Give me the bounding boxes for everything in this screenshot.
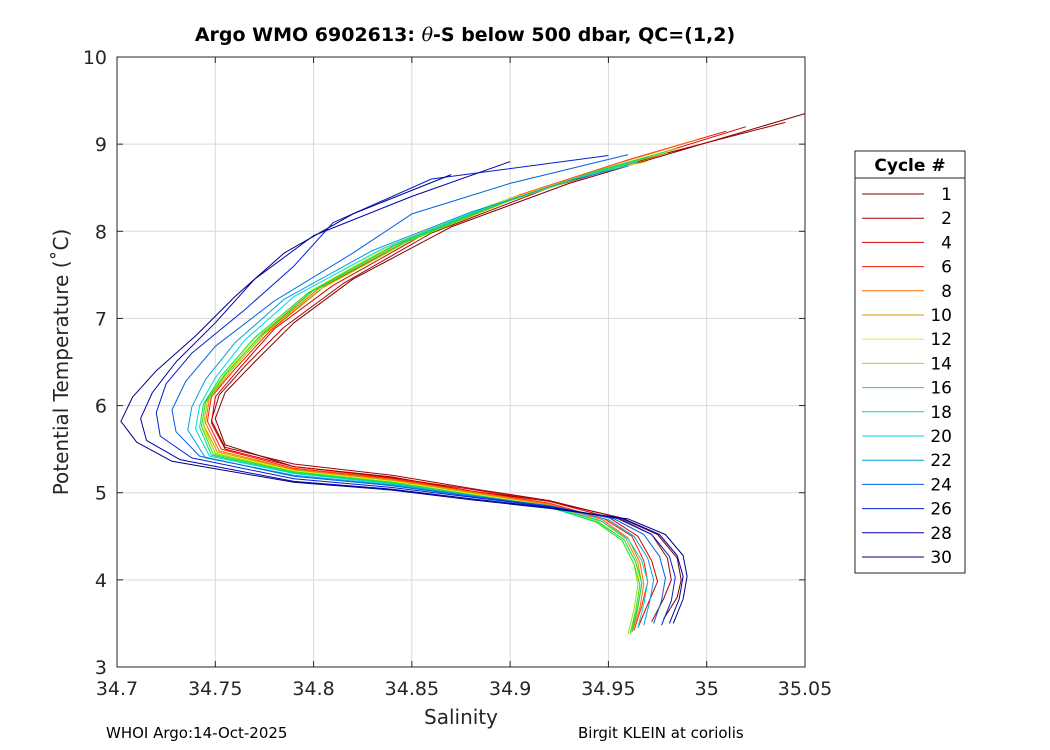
x-tick-label: 34.75 (188, 678, 242, 700)
x-tick-label: 34.95 (581, 678, 635, 700)
x-tick-label: 34.7 (96, 678, 138, 700)
legend-label: 6 (941, 258, 952, 278)
legend-label: 28 (930, 524, 952, 544)
legend-label: 10 (930, 306, 952, 326)
x-tick-label: 34.8 (292, 678, 334, 700)
x-tick-label: 34.85 (385, 678, 439, 700)
legend-box (854, 150, 966, 574)
y-tick-label: 4 (95, 570, 107, 592)
y-tick-label: 9 (95, 134, 107, 156)
y-tick-label: 3 (95, 657, 107, 679)
series-line-cycle-2 (210, 121, 786, 622)
series-lines (120, 113, 806, 635)
x-tick-label: 34.9 (489, 678, 531, 700)
y-tick-label: 10 (83, 47, 107, 69)
series-line-cycle-30 (120, 174, 688, 624)
x-tick-label: 35.05 (778, 678, 832, 700)
series-line-cycle-8 (205, 139, 698, 633)
y-axis-label: Potential Temperature (˚C) (49, 229, 73, 496)
series-line-cycle-16 (201, 150, 668, 635)
legend-label: 2 (941, 209, 952, 229)
y-tick-label: 6 (95, 396, 107, 418)
series-line-cycle-14 (203, 148, 678, 635)
legend-label: 26 (930, 500, 952, 520)
legend-label: 14 (930, 354, 952, 374)
y-tick-label: 8 (95, 221, 107, 243)
x-axis-label: Salinity (424, 705, 498, 729)
legend-label: 16 (930, 379, 952, 399)
legend-label: 30 (930, 548, 952, 568)
legend-label: 20 (930, 427, 952, 447)
legend-label: 8 (941, 282, 952, 302)
series-line-cycle-10 (203, 152, 668, 633)
legend-label: 12 (930, 330, 952, 350)
plot-frame (116, 56, 806, 668)
series-line-cycle-28 (140, 161, 684, 624)
legend-label: 24 (930, 475, 952, 495)
series-line-cycle-26 (155, 155, 676, 626)
series-line-cycle-24 (171, 154, 666, 624)
legend-title: Cycle # (874, 156, 945, 176)
footer-right: Birgit KLEIN at coriolis (578, 724, 744, 742)
axis-ticks: 34.7 34.75 34.8 34.85 34.9 34.95 35 35.05 3 4 5 6 7 8… (83, 47, 832, 700)
series-line-cycle-18 (199, 156, 648, 631)
grid-lines (116, 56, 806, 668)
legend-label: 22 (930, 451, 952, 471)
chart-title: Argo WMO 6902613: θ-S below 500 dbar, QC… (194, 24, 736, 46)
legend-label: 1 (941, 185, 952, 205)
series-line-cycle-4 (210, 126, 747, 628)
legend-label: 18 (930, 403, 952, 423)
x-tick-label: 35 (695, 678, 719, 700)
legend-label: 4 (941, 233, 952, 253)
y-tick-label: 7 (95, 308, 107, 330)
y-tick-label: 5 (95, 483, 107, 505)
series-line-cycle-20 (195, 161, 649, 628)
footer-left: WHOI Argo:14-Oct-2025 (106, 724, 288, 742)
